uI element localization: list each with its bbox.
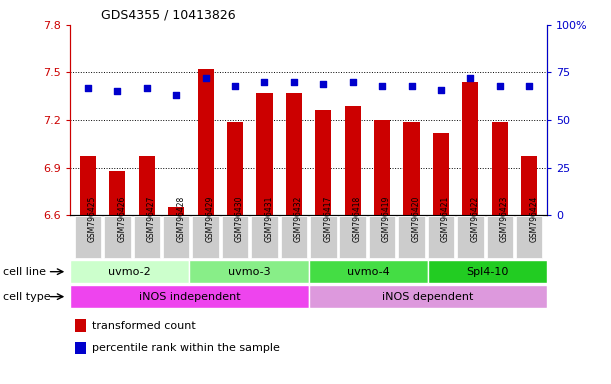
- Text: GSM796420: GSM796420: [412, 195, 420, 242]
- Point: [142, 84, 152, 91]
- Text: transformed count: transformed count: [92, 321, 196, 331]
- FancyBboxPatch shape: [428, 260, 547, 283]
- FancyBboxPatch shape: [189, 260, 309, 283]
- FancyBboxPatch shape: [75, 216, 101, 258]
- Point: [230, 83, 240, 89]
- FancyBboxPatch shape: [104, 216, 131, 258]
- Text: uvmo-3: uvmo-3: [228, 266, 270, 277]
- FancyBboxPatch shape: [457, 216, 483, 258]
- Point: [289, 79, 299, 85]
- Text: GSM796426: GSM796426: [117, 195, 126, 242]
- Bar: [403, 122, 420, 215]
- Text: GSM796432: GSM796432: [294, 195, 303, 242]
- Point: [436, 86, 446, 93]
- FancyBboxPatch shape: [486, 216, 513, 258]
- Point: [377, 83, 387, 89]
- Bar: [345, 106, 360, 215]
- Text: cell line: cell line: [3, 266, 46, 277]
- Bar: [286, 93, 302, 215]
- FancyBboxPatch shape: [516, 216, 543, 258]
- Text: GSM796429: GSM796429: [205, 195, 214, 242]
- Text: GSM796431: GSM796431: [265, 195, 274, 242]
- Text: GSM796424: GSM796424: [529, 195, 538, 242]
- FancyBboxPatch shape: [70, 260, 189, 283]
- Text: GSM796427: GSM796427: [147, 195, 156, 242]
- Text: iNOS dependent: iNOS dependent: [382, 291, 474, 302]
- Text: GSM796417: GSM796417: [323, 195, 332, 242]
- Text: GDS4355 / 10413826: GDS4355 / 10413826: [101, 8, 235, 21]
- Bar: [257, 93, 273, 215]
- Bar: [139, 156, 155, 215]
- Bar: [463, 82, 478, 215]
- Text: GSM796428: GSM796428: [176, 195, 185, 242]
- Bar: [315, 111, 331, 215]
- Point: [83, 84, 93, 91]
- Bar: [433, 132, 449, 215]
- Text: uvmo-2: uvmo-2: [109, 266, 151, 277]
- FancyBboxPatch shape: [309, 260, 428, 283]
- FancyBboxPatch shape: [251, 216, 277, 258]
- FancyBboxPatch shape: [134, 216, 160, 258]
- Text: GSM796425: GSM796425: [88, 195, 97, 242]
- Point: [112, 88, 122, 94]
- Point: [171, 92, 181, 98]
- Bar: [168, 207, 185, 215]
- Point: [348, 79, 357, 85]
- FancyBboxPatch shape: [398, 216, 425, 258]
- Bar: [80, 156, 96, 215]
- Bar: [75, 319, 86, 332]
- Point: [407, 83, 417, 89]
- Bar: [197, 69, 214, 215]
- FancyBboxPatch shape: [222, 216, 248, 258]
- FancyBboxPatch shape: [280, 216, 307, 258]
- FancyBboxPatch shape: [192, 216, 219, 258]
- FancyBboxPatch shape: [340, 216, 366, 258]
- Text: GSM796421: GSM796421: [441, 195, 450, 242]
- FancyBboxPatch shape: [163, 216, 189, 258]
- Text: Spl4-10: Spl4-10: [466, 266, 508, 277]
- Bar: [75, 341, 86, 354]
- Text: percentile rank within the sample: percentile rank within the sample: [92, 343, 280, 353]
- FancyBboxPatch shape: [309, 285, 547, 308]
- Point: [495, 83, 505, 89]
- Text: GSM796419: GSM796419: [382, 195, 391, 242]
- FancyBboxPatch shape: [70, 285, 309, 308]
- Point: [200, 75, 210, 81]
- Bar: [227, 122, 243, 215]
- Bar: [374, 120, 390, 215]
- Text: uvmo-4: uvmo-4: [347, 266, 389, 277]
- Bar: [492, 122, 508, 215]
- Point: [318, 81, 328, 87]
- Bar: [109, 170, 125, 215]
- Text: GSM796430: GSM796430: [235, 195, 244, 242]
- Text: GSM796422: GSM796422: [470, 195, 480, 242]
- Point: [260, 79, 269, 85]
- Text: cell type: cell type: [3, 291, 51, 302]
- Text: GSM796418: GSM796418: [353, 195, 362, 242]
- FancyBboxPatch shape: [369, 216, 395, 258]
- FancyBboxPatch shape: [310, 216, 337, 258]
- Point: [466, 75, 475, 81]
- Text: GSM796423: GSM796423: [500, 195, 509, 242]
- Point: [524, 83, 534, 89]
- Bar: [521, 156, 537, 215]
- FancyBboxPatch shape: [428, 216, 454, 258]
- Text: iNOS independent: iNOS independent: [139, 291, 240, 302]
